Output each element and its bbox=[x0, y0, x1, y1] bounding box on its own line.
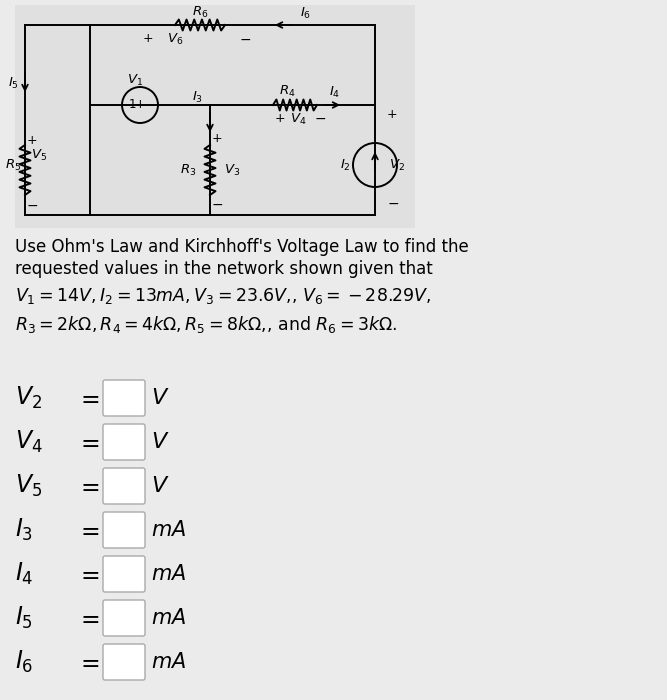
Text: $-$: $-$ bbox=[211, 197, 223, 211]
Text: $R_6$: $R_6$ bbox=[192, 4, 208, 20]
FancyBboxPatch shape bbox=[103, 600, 145, 636]
Text: $I_2$: $I_2$ bbox=[340, 158, 350, 172]
Text: $-$: $-$ bbox=[26, 198, 38, 212]
Text: $V_{2}$: $V_{2}$ bbox=[15, 385, 42, 411]
Text: $=$: $=$ bbox=[76, 562, 100, 586]
Text: $mA$: $mA$ bbox=[151, 564, 186, 584]
Text: $=$: $=$ bbox=[76, 518, 100, 542]
Text: $I_3$: $I_3$ bbox=[193, 90, 203, 104]
Text: $V$: $V$ bbox=[151, 476, 169, 496]
Text: $mA$: $mA$ bbox=[151, 608, 186, 628]
Text: $-$: $-$ bbox=[387, 196, 399, 210]
Text: Use Ohm's Law and Kirchhoff's Voltage Law to find the: Use Ohm's Law and Kirchhoff's Voltage La… bbox=[15, 238, 469, 256]
Text: $V_6$: $V_6$ bbox=[167, 32, 183, 46]
Text: $V_1$: $V_1$ bbox=[127, 73, 143, 88]
Text: $V_5$: $V_5$ bbox=[31, 148, 47, 162]
Text: $I_{4}$: $I_{4}$ bbox=[15, 561, 33, 587]
Text: $R_5$: $R_5$ bbox=[5, 158, 21, 172]
FancyBboxPatch shape bbox=[15, 5, 415, 228]
Text: +: + bbox=[387, 108, 398, 122]
Text: $I_{3}$: $I_{3}$ bbox=[15, 517, 33, 543]
Text: $I_4$: $I_4$ bbox=[329, 85, 341, 99]
Text: requested values in the network shown given that: requested values in the network shown gi… bbox=[15, 260, 433, 278]
Text: $-$: $-$ bbox=[314, 111, 326, 125]
Text: $=$: $=$ bbox=[76, 650, 100, 674]
Text: $-$: $-$ bbox=[239, 32, 251, 46]
Text: $R_3$: $R_3$ bbox=[179, 162, 196, 178]
Text: +: + bbox=[211, 132, 222, 144]
Text: $R_3 = 2k\Omega, R_4 = 4k\Omega, R_5 = 8k\Omega$,, and $R_6 = 3k\Omega$.: $R_3 = 2k\Omega, R_4 = 4k\Omega, R_5 = 8… bbox=[15, 314, 398, 335]
Text: $=$: $=$ bbox=[76, 606, 100, 630]
Text: $V_{5}$: $V_{5}$ bbox=[15, 473, 42, 499]
Text: $R_4$: $R_4$ bbox=[279, 83, 295, 99]
FancyBboxPatch shape bbox=[103, 512, 145, 548]
Text: +: + bbox=[143, 32, 153, 46]
Text: $mA$: $mA$ bbox=[151, 520, 186, 540]
Text: $I_{5}$: $I_{5}$ bbox=[15, 605, 33, 631]
FancyBboxPatch shape bbox=[103, 380, 145, 416]
Text: $V_4$: $V_4$ bbox=[289, 111, 306, 127]
Text: $V$: $V$ bbox=[151, 432, 169, 452]
Text: $mA$: $mA$ bbox=[151, 652, 186, 672]
Text: 1+: 1+ bbox=[128, 99, 145, 111]
Text: $V_{4}$: $V_{4}$ bbox=[15, 429, 43, 455]
Text: $=$: $=$ bbox=[76, 430, 100, 454]
Text: $V_1 = 14V, I_2 = 13mA, V_3 = 23.6V$,, $V_6 = -28.29V$,: $V_1 = 14V, I_2 = 13mA, V_3 = 23.6V$,, $… bbox=[15, 286, 431, 306]
Text: $I_5$: $I_5$ bbox=[7, 76, 19, 90]
FancyBboxPatch shape bbox=[103, 556, 145, 592]
Text: $V_3$: $V_3$ bbox=[224, 162, 240, 178]
Text: $=$: $=$ bbox=[76, 386, 100, 410]
Text: $V$: $V$ bbox=[151, 388, 169, 408]
Text: +: + bbox=[275, 111, 285, 125]
Text: $V_2$: $V_2$ bbox=[389, 158, 405, 172]
Text: $I_6$: $I_6$ bbox=[300, 6, 311, 20]
Text: $=$: $=$ bbox=[76, 474, 100, 498]
Text: +: + bbox=[27, 134, 37, 146]
Text: $I_{6}$: $I_{6}$ bbox=[15, 649, 33, 675]
FancyBboxPatch shape bbox=[103, 644, 145, 680]
FancyBboxPatch shape bbox=[103, 424, 145, 460]
FancyBboxPatch shape bbox=[103, 468, 145, 504]
